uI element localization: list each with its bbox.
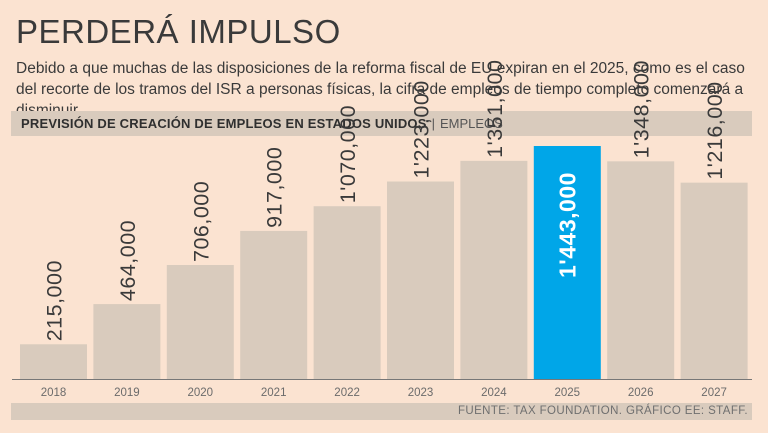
page-subtitle: Debido a que muchas de las disposiciones…: [16, 60, 745, 119]
x-tick-label-2021: 2021: [261, 387, 287, 399]
x-tick-label-2024: 2024: [481, 387, 507, 399]
bar-2026: [607, 161, 675, 379]
bar-2018: [20, 344, 87, 379]
data-label-2026: 1'348,000: [630, 60, 654, 158]
bar-2020: [166, 265, 234, 379]
bar-2023: [387, 181, 454, 379]
chart-header-separator: |: [431, 116, 435, 131]
bar-2024: [460, 160, 528, 379]
data-label-2023: 1'223,000: [410, 80, 434, 178]
x-tick-label-2020: 2020: [188, 387, 214, 399]
data-label-2021: 917,000: [263, 147, 287, 228]
data-label-2018: 215,000: [43, 260, 67, 341]
data-label-2027: 1'216,000: [703, 81, 727, 179]
chart-unit-label: EMPLEOS: [439, 116, 503, 131]
data-label-2024: 1'351,000: [483, 60, 507, 158]
chart-header: PREVISIÓN DE CREACIÓN DE EMPLEOS EN ESTA…: [11, 111, 752, 136]
bar-2019: [93, 304, 161, 379]
x-tick-label-2019: 2019: [114, 387, 140, 399]
x-tick-label-2018: 2018: [41, 387, 67, 399]
data-label-2025: 1'443,000: [554, 172, 580, 278]
data-label-2022: 1'070,000: [336, 105, 360, 203]
page-title: PERDERÁ IMPULSO: [16, 13, 341, 50]
x-tick-label-2023: 2023: [408, 387, 434, 399]
bar-2025: [533, 146, 601, 379]
data-label-2020: 706,000: [189, 181, 213, 262]
x-tick-label-2027: 2027: [701, 387, 727, 399]
x-tick-label-2026: 2026: [628, 387, 654, 399]
chart-title: PREVISIÓN DE CREACIÓN DE EMPLEOS EN ESTA…: [21, 116, 427, 131]
x-tick-label-2022: 2022: [334, 387, 360, 399]
data-label-2019: 464,000: [116, 220, 140, 301]
bar-2021: [240, 230, 308, 379]
x-tick-label-2025: 2025: [555, 387, 581, 399]
bar-2027: [680, 182, 748, 379]
source-credit: FUENTE: TAX FOUNDATION. GRÁFICO EE: STAF…: [11, 403, 752, 420]
bar-2022: [313, 206, 381, 379]
